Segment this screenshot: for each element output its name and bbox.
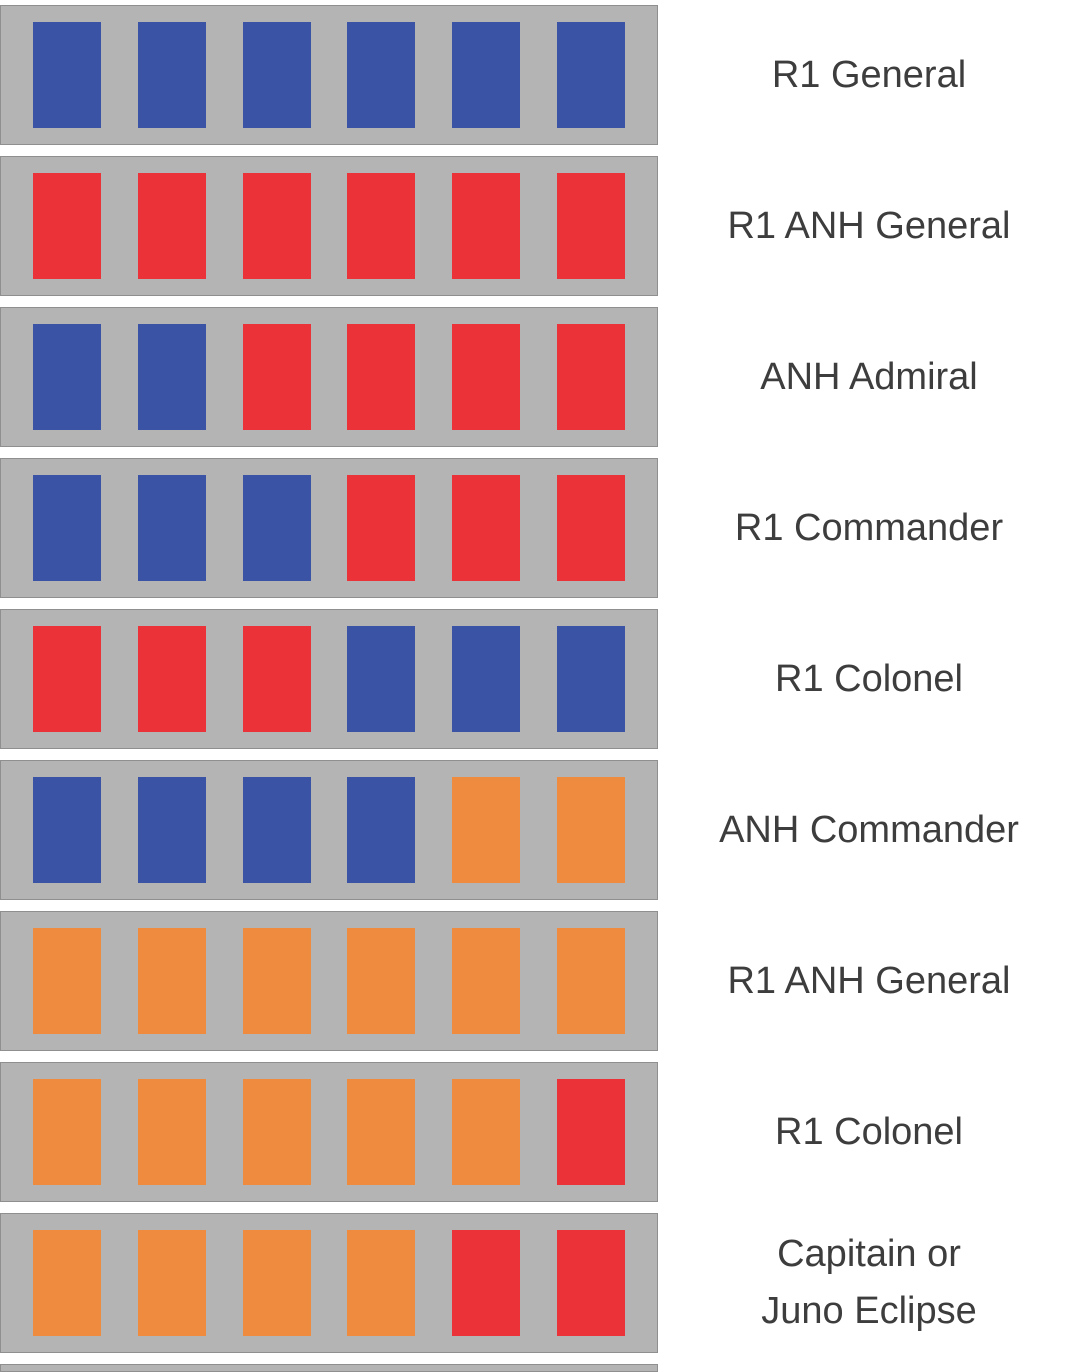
blue-square [556,22,625,128]
blue-square [137,777,206,883]
blue-square [242,22,311,128]
orange-square [347,1079,416,1185]
rank-rows: R1 General R1 ANH General ANH Admiral R1… [0,5,1080,1353]
orange-square [452,777,521,883]
blue-square [33,324,101,430]
orange-square [452,928,521,1034]
blue-square [137,324,206,430]
orange-square [556,928,625,1034]
red-square [452,475,521,581]
red-square [137,173,206,279]
badge-plaque [0,458,658,598]
red-square [347,173,416,279]
blue-square [347,777,416,883]
rank-row: R1 Colonel [0,1062,1080,1202]
orange-square [137,1230,206,1336]
red-square [556,173,625,279]
rank-row: R1 Commander [0,458,1080,598]
blue-square [242,475,311,581]
blue-square [137,22,206,128]
row-label: R1 ANH General [727,204,1011,247]
red-square [242,173,311,279]
blue-square [33,22,101,128]
orange-square [242,1079,311,1185]
row-label: R1 General [771,53,967,96]
orange-square [452,1079,521,1185]
red-square [347,475,416,581]
orange-square [347,928,416,1034]
red-square [556,1230,625,1336]
badge-plaque [0,760,658,900]
badge-plaque [0,307,658,447]
badge-plaque [0,5,658,145]
badge-plaque [0,1213,658,1353]
row-label: R1 Colonel [775,1110,963,1153]
row-label: R1 Commander [734,506,1004,549]
blue-square [347,626,416,732]
blue-square [137,475,206,581]
rank-row: ANH Admiral [0,307,1080,447]
orange-square [556,777,625,883]
row-label: R1 Colonel [775,657,963,700]
rank-row: ANH Commander [0,760,1080,900]
badge-plaque [0,911,658,1051]
blue-square [242,777,311,883]
badge-plaque [0,609,658,749]
blue-square [33,475,101,581]
row-label: Capitain or Juno Eclipse [761,1233,977,1332]
blue-square [556,626,625,732]
rank-row: Capitain or Juno Eclipse [0,1213,1080,1353]
blue-square [33,777,101,883]
red-square [33,626,101,732]
orange-square [33,1230,101,1336]
red-square [556,1079,625,1185]
red-square [452,324,521,430]
red-square [556,324,625,430]
orange-square [137,928,206,1034]
orange-square [33,1079,101,1185]
red-square [242,324,311,430]
row-label: R1 ANH General [727,959,1011,1002]
orange-square [242,928,311,1034]
rank-row: R1 General [0,5,1080,145]
orange-square [347,1230,416,1336]
partial-plaque [0,1364,658,1372]
rank-row: R1 Colonel [0,609,1080,749]
red-square [137,626,206,732]
rank-row: R1 ANH General [0,911,1080,1051]
red-square [556,475,625,581]
red-square [242,626,311,732]
row-label: ANH Commander [719,808,1019,851]
row-label: ANH Admiral [760,355,978,398]
orange-square [33,928,101,1034]
rank-row: R1 ANH General [0,156,1080,296]
orange-square [242,1230,311,1336]
blue-square [452,22,521,128]
red-square [452,1230,521,1336]
blue-square [347,22,416,128]
badge-plaque [0,1062,658,1202]
red-square [347,324,416,430]
badge-plaque [0,156,658,296]
blue-square [452,626,521,732]
red-square [33,173,101,279]
orange-square [137,1079,206,1185]
red-square [452,173,521,279]
